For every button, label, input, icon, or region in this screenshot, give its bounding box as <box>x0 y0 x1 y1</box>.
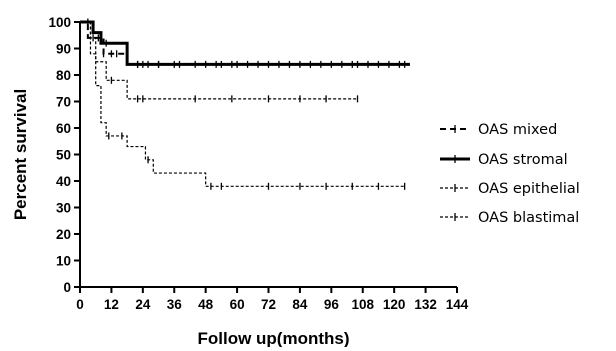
y-tick-label: 70 <box>56 95 71 110</box>
y-tick-label: 40 <box>56 174 71 189</box>
y-tick-label: 50 <box>56 148 71 163</box>
series-line-oas-epithelial <box>80 21 358 100</box>
y-tick-label: 10 <box>56 254 71 269</box>
x-tick-label: 108 <box>351 297 374 312</box>
series-line-oas-stromal <box>80 20 410 66</box>
x-axis-title: Follow up(months) <box>197 329 349 347</box>
y-tick-label: 0 <box>63 280 71 295</box>
x-tick-label: 72 <box>261 297 276 312</box>
y-tick-label: 90 <box>56 42 71 57</box>
y-tick-label: 60 <box>56 121 71 136</box>
series-line-oas-mixed <box>80 21 410 66</box>
x-tick-label: 60 <box>230 297 245 312</box>
y-tick-label: 100 <box>48 15 71 30</box>
legend-label-oas-epithelial: OAS epithelial <box>478 181 580 197</box>
x-tick-label: 132 <box>414 297 437 312</box>
x-tick-label: 120 <box>383 297 406 312</box>
y-tick-label: 80 <box>56 68 71 83</box>
x-tick-label: 0 <box>76 297 84 312</box>
x-tick-label: 84 <box>292 297 308 312</box>
x-tick-label: 96 <box>324 297 340 312</box>
y-tick-label: 20 <box>56 227 71 242</box>
legend-label-oas-blastimal: OAS blastimal <box>478 210 579 226</box>
x-tick-label: 12 <box>104 297 119 312</box>
series-line-oas-blastimal <box>80 21 405 187</box>
legend-label-oas-mixed: OAS mixed <box>478 122 557 138</box>
legend-label-oas-stromal: OAS stromal <box>478 152 568 168</box>
x-tick-label: 144 <box>446 297 469 312</box>
x-tick-label: 48 <box>198 297 214 312</box>
x-tick-label: 36 <box>167 297 183 312</box>
y-axis-title: Percent survival <box>11 89 30 220</box>
x-tick-label: 24 <box>135 297 151 312</box>
y-tick-label: 30 <box>56 201 71 216</box>
